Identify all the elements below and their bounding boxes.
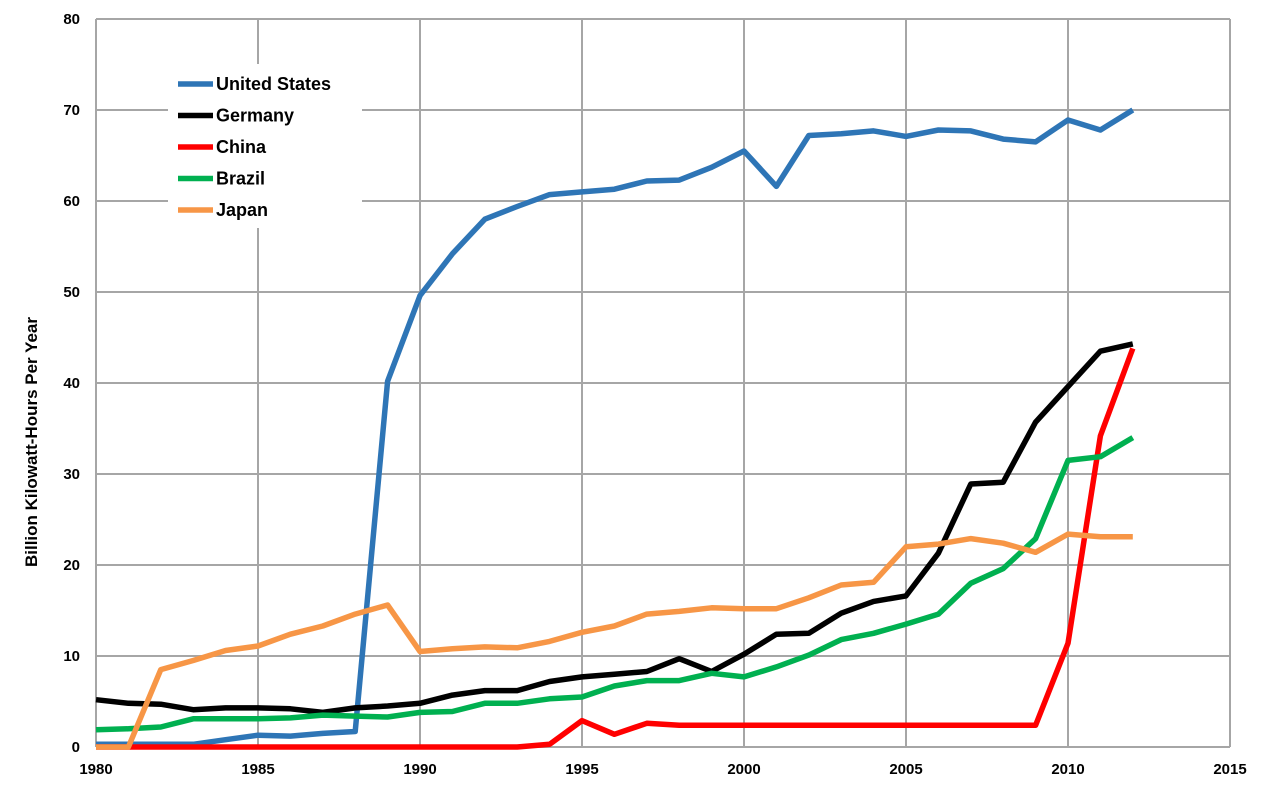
series-line-brazil [95,435,1135,733]
legend-label: Japan [216,200,268,220]
x-tick-label: 1990 [403,761,436,778]
x-tick-label: 2000 [727,761,760,778]
y-tick-label: 30 [63,466,80,483]
y-tick-label: 80 [63,11,80,28]
y-axis-title: Billion Kilowatt-Hours Per Year [22,317,41,567]
y-tick-label: 50 [63,284,80,301]
series-line-united-states [96,107,1135,748]
y-tick-label: 10 [63,648,80,665]
legend: United States Germany China Brazil Japan [168,64,362,228]
x-tick-label: 2010 [1051,761,1084,778]
x-tick-label: 1985 [241,761,274,778]
y-axis-tick-labels: 0 10 20 30 40 50 60 70 80 [63,11,80,756]
legend-label: Germany [216,106,294,126]
y-tick-label: 20 [63,557,80,574]
y-tick-label: 60 [63,193,80,210]
x-tick-label: 1995 [565,761,598,778]
x-tick-label: 2015 [1213,761,1246,778]
series-lines [95,107,1136,750]
series-line-japan [96,531,1133,750]
legend-label: Brazil [216,169,265,189]
x-tick-label: 1980 [79,761,112,778]
x-tick-label: 2005 [889,761,922,778]
y-tick-label: 70 [63,102,80,119]
y-tick-label: 40 [63,375,80,392]
x-axis-tick-labels: 1980 1985 1990 1995 2000 2005 2010 2015 [79,761,1246,778]
series-line-china [96,347,1136,750]
gridlines [95,18,1231,748]
series-line-germany [95,341,1134,716]
legend-label: China [216,137,267,157]
legend-label: United States [216,74,331,94]
y-tick-label: 0 [72,739,80,756]
